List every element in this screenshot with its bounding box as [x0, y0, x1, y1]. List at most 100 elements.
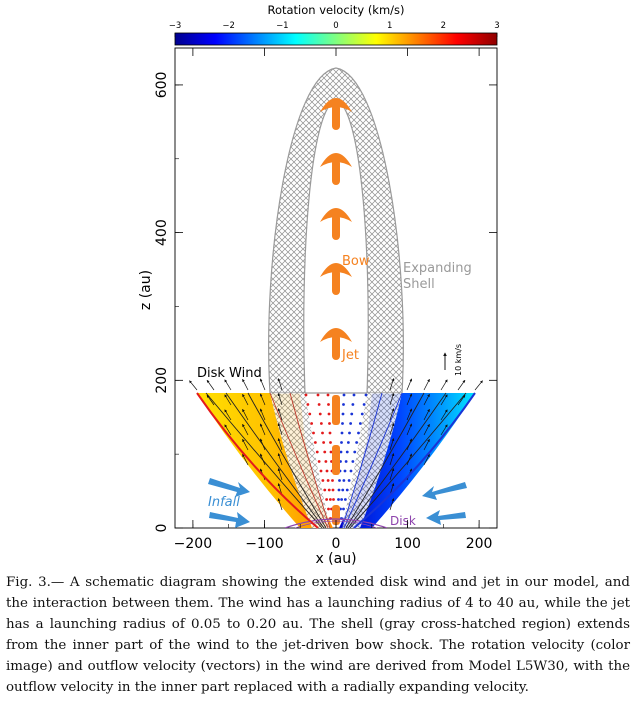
velocity-vector [242, 438, 249, 451]
wind-dot [318, 412, 322, 416]
wind-dot [328, 498, 332, 501]
velocity-vector [260, 378, 266, 391]
wind-dot [328, 431, 332, 435]
wind-dot [352, 393, 356, 397]
wind-dot [315, 450, 319, 454]
wind-dot [319, 469, 323, 473]
wind-dot [332, 498, 335, 501]
wind-dot [346, 441, 350, 444]
y-axis-label: z (au) [138, 270, 154, 310]
wind-dot [308, 412, 312, 416]
velocity-vector [406, 438, 412, 451]
wind-dot [321, 479, 325, 482]
jet-knot [332, 395, 340, 425]
infall-arrows [208, 478, 467, 528]
velocity-vector [406, 423, 412, 436]
velocity-vector [423, 423, 430, 436]
wind-dot [360, 412, 364, 416]
wind-left-edge [196, 392, 319, 529]
wind-dot [329, 441, 332, 444]
label-disk: Disk [390, 514, 416, 528]
velocity-vector [277, 378, 283, 391]
wind-dot [310, 422, 314, 425]
wind-dot [326, 479, 330, 482]
wind-dot [342, 393, 346, 397]
velocity-vector [277, 498, 283, 511]
label-shell: Shell [403, 277, 435, 292]
wind-dot [350, 412, 354, 416]
velocity-vector [389, 453, 395, 466]
velocity-vector [389, 438, 395, 451]
velocity-vector [206, 379, 215, 391]
streamline-right [343, 392, 403, 528]
y-tick-label: 400 [154, 219, 170, 246]
wind-dot [342, 479, 346, 482]
velocity-vector [189, 380, 198, 391]
colorbar [174, 32, 498, 46]
velocity-vector [389, 378, 395, 391]
wind-dot [343, 469, 347, 473]
velocity-vector [260, 423, 266, 436]
scale-vector-label: 10 km/s [454, 344, 463, 376]
label-infall: Infall [208, 495, 240, 510]
wind-dot [325, 498, 329, 501]
velocity-vector [423, 438, 430, 451]
streamline-left [225, 392, 325, 528]
x-tick-label: −100 [245, 536, 283, 552]
figure-caption: Fig. 3.— A schematic diagram showing the… [6, 575, 630, 695]
velocity-vector [423, 408, 430, 421]
velocity-vector [389, 408, 395, 421]
streamline-right [347, 392, 447, 528]
wind-dot [340, 431, 344, 435]
wind-dot [355, 441, 359, 444]
wind-dot [339, 450, 343, 454]
wind-dot [347, 479, 351, 482]
jet-knot [332, 159, 340, 185]
jet-knot [332, 269, 340, 295]
wind-dot [326, 393, 330, 397]
wind-dot [343, 498, 347, 501]
velocity-vector [260, 408, 266, 421]
wind-dot [337, 488, 341, 492]
velocity-vector [423, 453, 430, 466]
label-disk-wind: Disk Wind [197, 366, 262, 381]
velocity-vector [224, 424, 232, 436]
velocity-vector [457, 394, 466, 406]
velocity-vector [260, 438, 266, 451]
wind-dot [327, 488, 331, 492]
x-axis-label: x (au) [315, 551, 356, 567]
wind-dot [358, 422, 362, 425]
wind-dot [331, 479, 334, 482]
velocity-vector [423, 378, 430, 391]
jet [320, 98, 352, 525]
velocity-vector [242, 378, 249, 391]
velocity-vector [440, 394, 448, 406]
wind-dot [337, 498, 340, 501]
wind-dot [341, 412, 345, 416]
wind-dot [342, 507, 345, 511]
velocity-vector [224, 379, 232, 391]
schematic-figure: Rotation velocity (km/s) −3 −2 −1 0 1 2 3 Bow [138, 3, 500, 567]
velocity-vector [242, 393, 249, 406]
wind-dot [316, 393, 320, 397]
velocity-vector [224, 394, 232, 406]
scale-vector: 10 km/s [443, 344, 463, 376]
wind-dot [351, 460, 355, 463]
velocity-vector [260, 453, 266, 466]
wind-dot [327, 403, 330, 406]
wind-dot [344, 460, 348, 463]
wind-dot [364, 393, 368, 397]
wind-dot [342, 403, 345, 406]
colorbar-tick-label: 0 [333, 21, 338, 31]
wind-dot [321, 431, 324, 435]
wind-dot [351, 403, 355, 406]
velocity-vector [440, 424, 448, 436]
wind-dot [349, 469, 353, 473]
streamline-right [341, 392, 383, 528]
velocity-vector [242, 408, 249, 421]
wind-dot [325, 469, 329, 473]
label-jet: Jet [341, 348, 359, 363]
wind-dot [362, 403, 366, 406]
jet-knot [332, 214, 340, 240]
wind-dot [345, 488, 349, 492]
